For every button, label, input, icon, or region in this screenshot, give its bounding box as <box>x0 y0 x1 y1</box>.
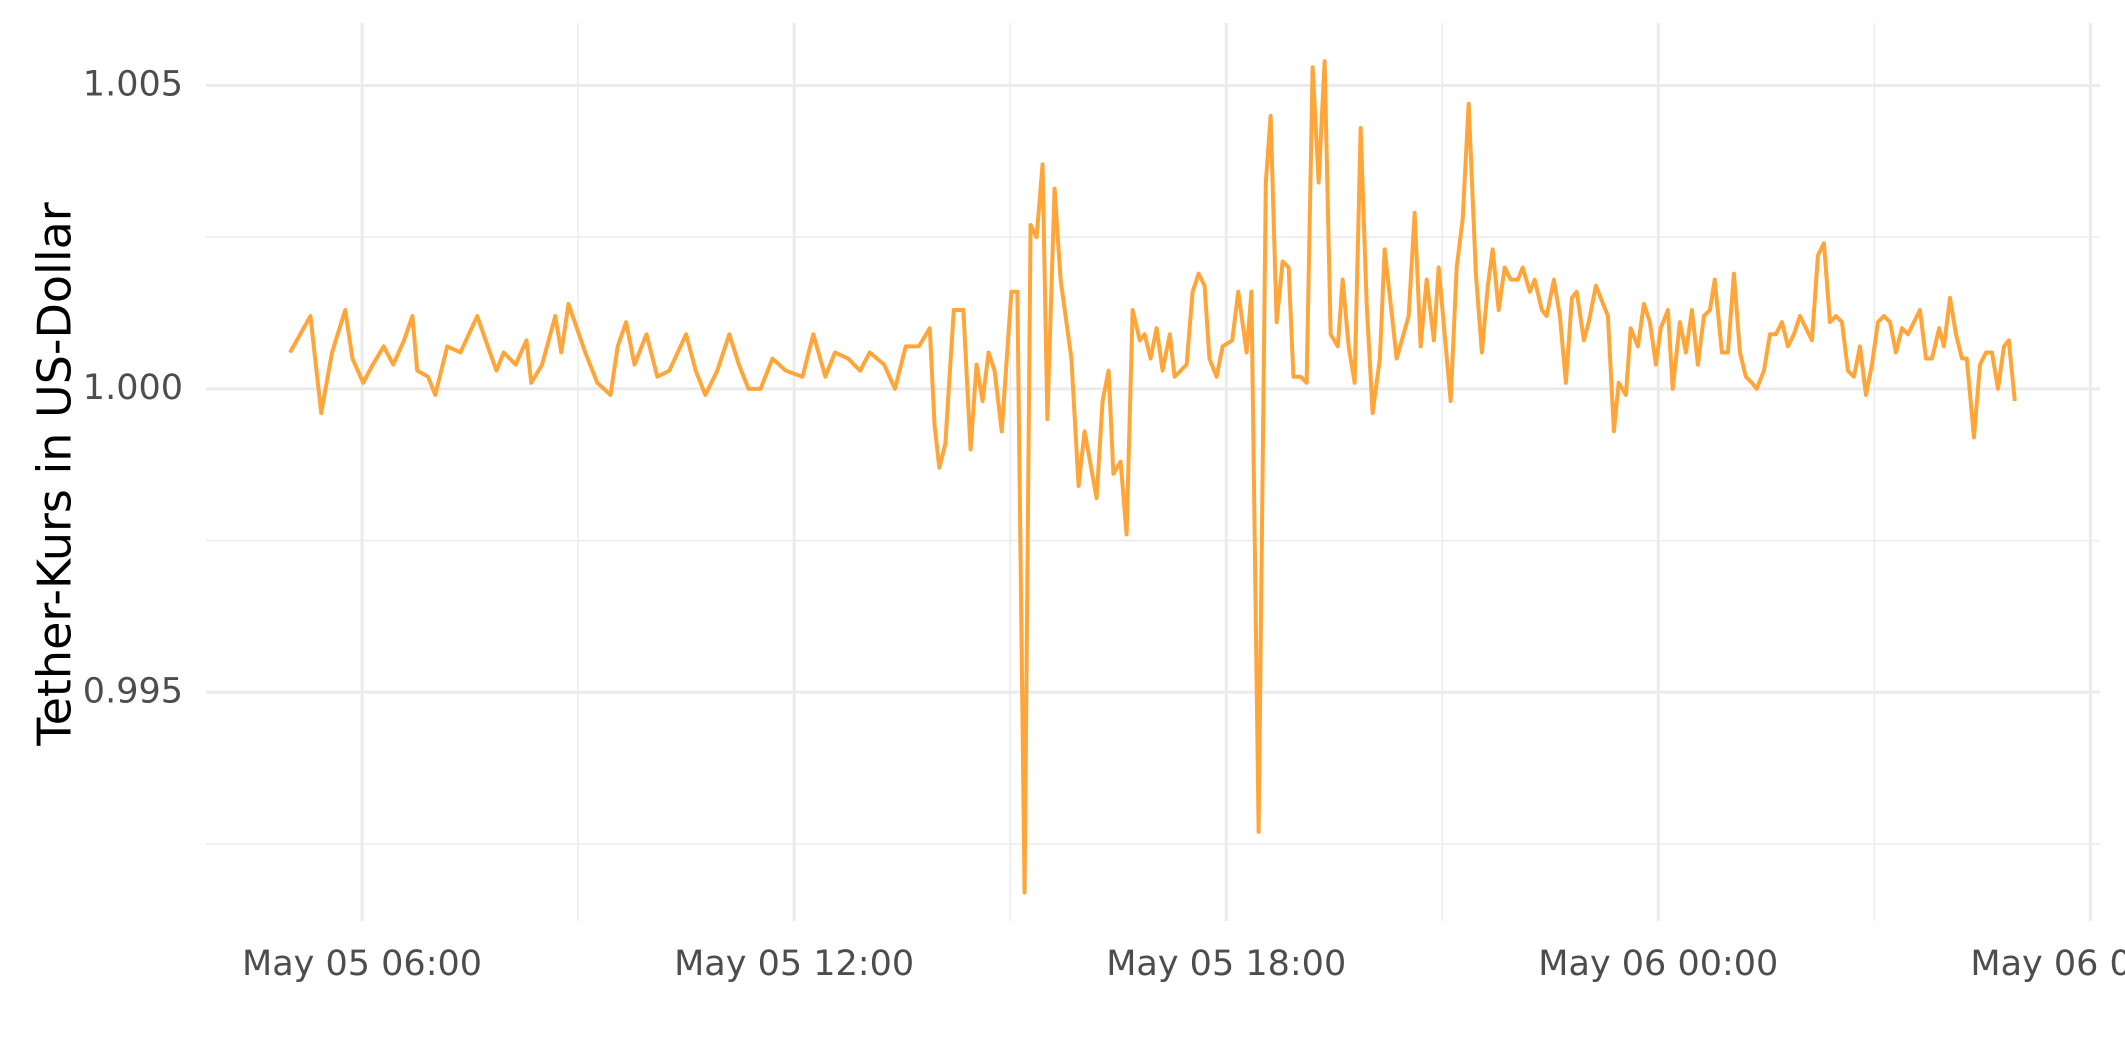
major-grid <box>206 23 2100 921</box>
axis-labels: 0.995 1.000 1.005 May 05 06:00 May 05 12:00 M… <box>83 64 2125 984</box>
y-tick-label: 1.005 <box>83 64 183 104</box>
x-tick-label: May 06 00:00 <box>1538 944 1778 984</box>
minor-grid <box>206 23 2100 921</box>
x-tick-label: May 05 06:00 <box>242 944 482 984</box>
x-tick-label: May 06 06:00 <box>1970 944 2125 984</box>
x-tick-label: May 05 18:00 <box>1106 944 1346 984</box>
x-tick-label: May 05 12:00 <box>674 944 914 984</box>
y-tick-label: 0.995 <box>83 671 183 711</box>
price-line <box>288 59 2017 895</box>
y-tick-label: 1.000 <box>83 368 183 408</box>
y-axis-title: Tether-Kurs in US-Dollar <box>28 202 82 747</box>
plot-area <box>288 59 2017 895</box>
